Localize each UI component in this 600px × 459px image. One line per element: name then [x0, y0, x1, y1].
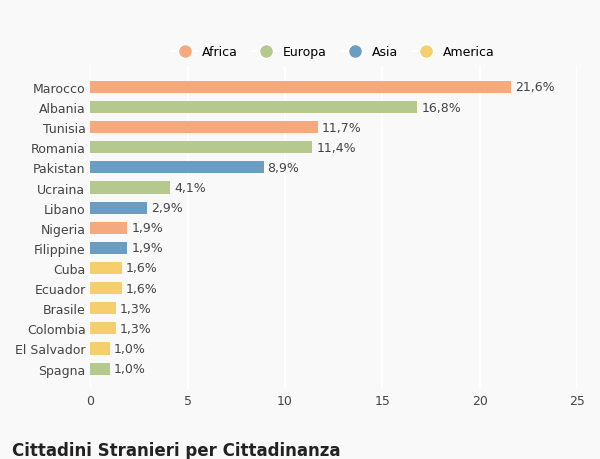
Bar [91, 102, 418, 114]
Text: 1,6%: 1,6% [125, 262, 157, 275]
Bar [91, 343, 110, 355]
Text: 1,3%: 1,3% [119, 302, 151, 315]
Text: 2,9%: 2,9% [151, 202, 182, 215]
Bar [91, 323, 116, 335]
Bar [91, 302, 116, 314]
Bar [91, 263, 122, 274]
Text: 11,7%: 11,7% [322, 121, 362, 134]
Text: 1,0%: 1,0% [114, 342, 146, 355]
Text: 1,6%: 1,6% [125, 282, 157, 295]
Bar [91, 182, 170, 194]
Text: 1,9%: 1,9% [131, 242, 163, 255]
Bar [91, 82, 511, 94]
Bar [91, 242, 127, 254]
Bar [91, 282, 122, 295]
Text: 1,9%: 1,9% [131, 222, 163, 235]
Bar [91, 162, 263, 174]
Bar [91, 363, 110, 375]
Text: 16,8%: 16,8% [421, 101, 461, 114]
Text: 4,1%: 4,1% [174, 182, 206, 195]
Bar [91, 202, 147, 214]
Legend: Africa, Europa, Asia, America: Africa, Europa, Asia, America [167, 41, 500, 64]
Bar [91, 122, 318, 134]
Text: Cittadini Stranieri per Cittadinanza: Cittadini Stranieri per Cittadinanza [12, 441, 341, 459]
Text: 8,9%: 8,9% [268, 162, 299, 174]
Text: 11,4%: 11,4% [316, 141, 356, 154]
Text: 1,0%: 1,0% [114, 362, 146, 375]
Bar [91, 222, 127, 234]
Text: 1,3%: 1,3% [119, 322, 151, 335]
Bar [91, 142, 312, 154]
Text: 21,6%: 21,6% [515, 81, 554, 94]
